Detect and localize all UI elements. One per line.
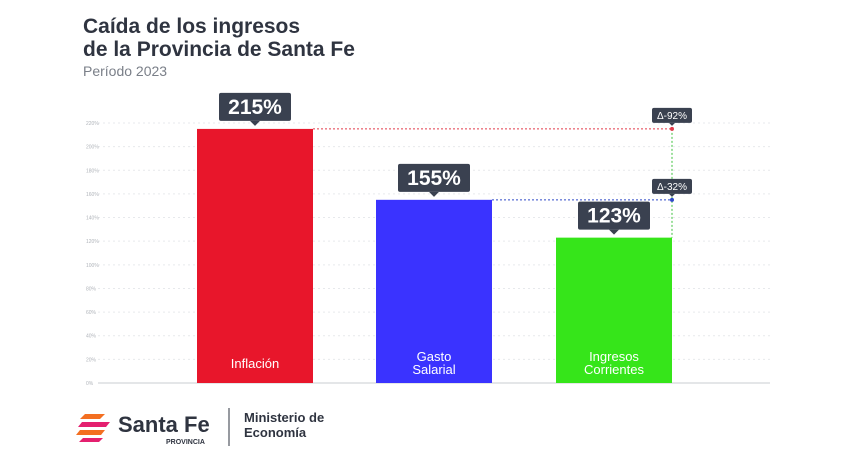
logo-stripe-2 — [78, 422, 110, 427]
logo-stripe-1 — [80, 414, 105, 419]
reference-lines-layer — [313, 126, 674, 238]
santa-fe-logo-mark-icon — [76, 414, 110, 442]
logo-stripe-4 — [79, 438, 103, 442]
y-tick-label: 180% — [86, 168, 99, 174]
delta-label-box — [652, 178, 692, 194]
logo-sub-text: PROVINCIA — [166, 439, 205, 446]
ministry-line1: Ministerio de — [244, 410, 324, 425]
logo-main-text: Santa Fe — [118, 412, 210, 437]
y-tick-label: 140% — [86, 216, 99, 222]
y-tick-label: 0% — [86, 381, 94, 387]
delta-label: Δ-92% — [657, 111, 687, 122]
y-tick-label: 40% — [86, 334, 97, 340]
category-label: Gasto — [417, 349, 452, 364]
santa-fe-logo: Santa Fe PROVINCIA — [76, 412, 210, 446]
y-tick-label: 120% — [86, 239, 99, 245]
bars-layer — [197, 128, 672, 383]
value-label-pointer — [250, 120, 260, 126]
bar-2 — [376, 199, 492, 383]
chart-title-line2: de la Provincia de Santa Fe — [83, 38, 355, 61]
y-tick-label: 20% — [86, 357, 97, 363]
y-tick-label: 200% — [86, 145, 99, 151]
ref-dot-red — [670, 126, 674, 131]
category-label: Ingresos — [589, 349, 639, 364]
value-label: 155% — [407, 167, 461, 190]
category-label: Corrientes — [584, 362, 644, 377]
category-label: Salarial — [412, 362, 455, 377]
y-tick-label: 60% — [86, 310, 97, 316]
value-label-pointer — [609, 229, 619, 235]
value-label: 123% — [587, 205, 641, 228]
value-label-pointer — [429, 191, 439, 197]
value-label: 215% — [228, 96, 282, 119]
y-tick-label: 220% — [86, 121, 99, 127]
bar-1 — [197, 128, 313, 383]
value-label-box — [578, 201, 650, 230]
y-tick-label: 80% — [86, 286, 97, 292]
delta-label-box — [652, 107, 692, 123]
chart-subtitle: Período 2023 — [83, 63, 167, 79]
y-tick-label: 160% — [86, 192, 99, 198]
delta-label-pointer — [669, 122, 675, 126]
value-label-box — [219, 92, 291, 121]
bar-3 — [556, 237, 672, 383]
ref-dot-blue — [670, 197, 674, 202]
delta-label-pointer — [669, 193, 675, 197]
y-tick-label: 100% — [86, 263, 99, 269]
ministry-line2: Economía — [244, 425, 307, 440]
value-label-box — [398, 163, 470, 192]
delta-label: Δ-32% — [657, 182, 687, 193]
logo-stripe-3 — [76, 430, 105, 435]
chart-title-line1: Caída de los ingresos — [83, 15, 300, 38]
category-label: Inflación — [231, 356, 279, 371]
